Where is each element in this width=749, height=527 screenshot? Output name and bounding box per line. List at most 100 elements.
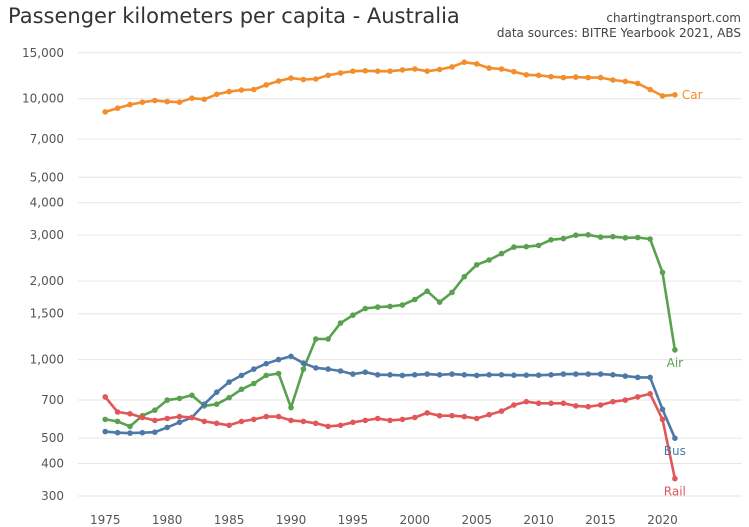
air-data-point [350, 312, 356, 319]
rail-data-point [486, 411, 492, 418]
bus-data-point [337, 368, 344, 374]
series-lines [102, 59, 678, 482]
car-data-point [164, 98, 170, 105]
car-data-point [647, 86, 653, 93]
car-data-point [152, 97, 158, 104]
air-data-point [585, 232, 591, 238]
car-data-point [387, 68, 393, 74]
rail-data-point [263, 413, 270, 420]
bus-data-point [139, 429, 146, 436]
rail-data-point [238, 418, 245, 425]
rail-data-point [399, 416, 406, 423]
car-data-point [424, 68, 431, 74]
air-data-point [597, 234, 604, 240]
rail-data-point [672, 475, 678, 482]
air-data-point [213, 401, 220, 408]
car-data-point [189, 95, 195, 101]
x-tick-label: 1975 [90, 513, 121, 527]
air-data-point [610, 233, 616, 240]
rail-data-point [585, 403, 591, 410]
bus-data-point [127, 430, 133, 436]
rail-data-point [535, 400, 542, 407]
car-data-point [275, 78, 282, 84]
air-data-point [362, 305, 369, 312]
air-data-point [189, 392, 195, 399]
bus-data-point [114, 429, 121, 436]
air-data-point [176, 395, 183, 402]
car-data-point [597, 74, 604, 81]
air-data-point [548, 237, 554, 243]
y-tick-label: 1,500 [30, 307, 64, 321]
rail-series-label: Rail [664, 485, 686, 499]
rail-data-point [647, 391, 653, 397]
bus-data-point [226, 379, 232, 385]
air-data-point [114, 418, 121, 425]
bus-data-point [449, 371, 455, 377]
car-data-point [412, 66, 418, 72]
x-tick-label: 1995 [338, 513, 369, 527]
rail-data-point [350, 419, 356, 426]
air-data-point [523, 243, 530, 250]
air-data-point [634, 234, 641, 241]
car-data-point [226, 88, 232, 95]
bus-data-point [350, 371, 356, 377]
y-tick-label: 700 [41, 393, 64, 407]
bus-data-point [486, 372, 492, 378]
bus-data-point [523, 372, 530, 379]
bus-data-point [672, 435, 678, 442]
car-data-point [473, 61, 480, 67]
rail-data-point [213, 420, 220, 427]
car-data-point [127, 101, 133, 108]
bus-data-point [275, 356, 282, 363]
car-data-point [585, 74, 591, 81]
data-sources: data sources: BITRE Yearbook 2021, ABS [496, 26, 741, 40]
bus-data-point [374, 372, 381, 378]
bus-data-point [560, 371, 567, 377]
rail-data-point [176, 413, 183, 420]
rail-data-point [659, 416, 666, 423]
bus-data-point [634, 374, 641, 381]
rail-data-point [424, 410, 431, 416]
rail-data-point [251, 416, 257, 423]
bus-data-point [238, 372, 245, 379]
rail-data-point [201, 418, 208, 425]
rail-data-point [473, 415, 480, 422]
car-data-point [238, 87, 245, 93]
y-tick-label: 5,000 [30, 170, 64, 184]
bus-data-point [176, 419, 183, 426]
car-data-point [374, 68, 381, 74]
air-data-point [672, 347, 678, 353]
rail-data-point [387, 417, 393, 424]
site-name: chartingtransport.com [606, 11, 741, 25]
air-data-point [251, 380, 257, 387]
rail-data-point [374, 415, 381, 422]
car-data-point [449, 64, 455, 70]
rail-data-point [275, 413, 282, 420]
bus-data-point [498, 372, 505, 378]
air-data-point [511, 244, 517, 250]
bus-data-point [288, 353, 294, 360]
bus-data-point [659, 406, 666, 413]
rail-data-point [152, 417, 158, 424]
rail-data-point [102, 394, 108, 400]
rail-data-point [189, 414, 195, 421]
rail-data-point [226, 422, 232, 429]
x-tick-label: 2000 [400, 513, 431, 527]
air-data-point [461, 273, 468, 280]
rail-data-point [560, 400, 567, 407]
car-data-point [659, 93, 666, 99]
gridlines [78, 52, 742, 497]
air-data-point [498, 250, 505, 257]
rail-data-point [300, 418, 307, 425]
rail-data-point [523, 398, 530, 405]
car-data-point [139, 99, 146, 105]
bus-data-point [585, 371, 591, 377]
y-tick-label: 1,000 [30, 353, 64, 367]
y-tick-label: 300 [41, 489, 64, 503]
bus-data-point [263, 360, 270, 367]
air-data-point [412, 296, 418, 303]
air-data-point [486, 257, 492, 263]
y-tick-label: 10,000 [22, 92, 64, 106]
air-data-point [374, 304, 381, 310]
rail-data-point [337, 422, 344, 429]
